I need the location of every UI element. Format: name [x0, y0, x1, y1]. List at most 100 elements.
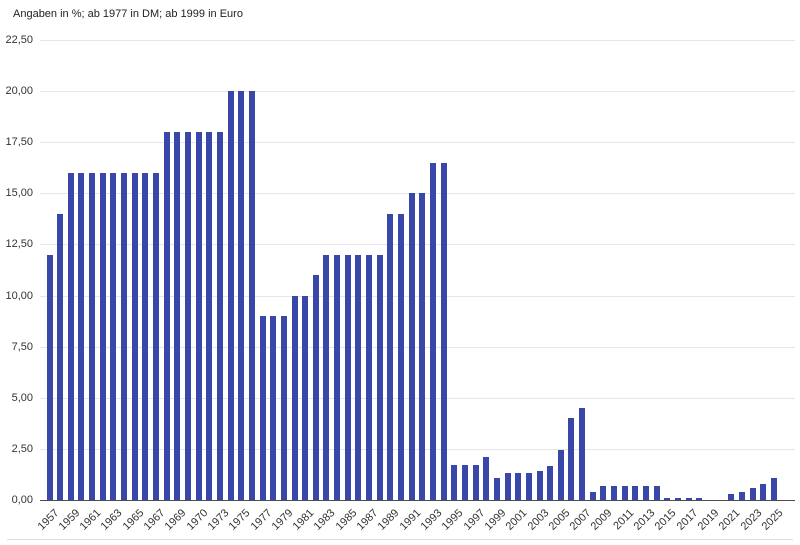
bar-1979	[280, 316, 287, 500]
bar-2016	[675, 498, 682, 500]
x-tick-label: 1995	[439, 507, 466, 533]
x-tick-label: 1957	[35, 507, 61, 533]
bar-2023	[749, 488, 756, 500]
x-tick-label: 1961	[77, 507, 104, 533]
y-tick-label: 12,50	[5, 238, 33, 251]
bar-1963	[110, 173, 117, 500]
bar-1971	[195, 132, 202, 500]
y-tick-label: 5,00	[11, 391, 33, 404]
bar-chart-plot-area	[40, 40, 795, 501]
x-tick-label: 2003	[525, 507, 552, 533]
bar-2007	[579, 408, 586, 500]
bar-1968	[163, 132, 170, 500]
bar-2024	[760, 484, 767, 500]
bar-2011	[621, 486, 628, 500]
x-tick-label: 1991	[397, 507, 424, 533]
bar-1992	[419, 193, 426, 500]
bar-1984	[334, 255, 341, 500]
bar-1986	[355, 255, 362, 500]
x-tick-label: 1979	[269, 507, 296, 533]
gridline	[40, 244, 795, 246]
bar-1991	[408, 193, 415, 500]
bar-2000	[504, 473, 511, 500]
bar-1985	[344, 255, 351, 500]
x-tick-label: 1969	[163, 507, 189, 533]
x-tick-label: 1977	[248, 507, 275, 533]
bar-1960	[78, 173, 85, 500]
y-tick-label: 7,50	[11, 340, 33, 353]
bar-1969	[174, 132, 181, 500]
bar-2009	[600, 486, 607, 500]
footer-divider	[7, 539, 793, 540]
y-tick-label: 22,50	[5, 34, 33, 46]
x-tick-label: 1959	[56, 507, 83, 533]
bar-1994	[440, 163, 447, 500]
x-tick-label: 2007	[567, 507, 594, 533]
bar-2002	[525, 473, 532, 500]
y-tick-label: 0,00	[11, 494, 33, 506]
y-tick-label: 17,50	[5, 136, 33, 149]
bar-2006	[568, 418, 575, 500]
gridline	[40, 193, 795, 195]
bar-1982	[312, 275, 319, 500]
x-axis-baseline	[40, 500, 795, 501]
bar-1981	[302, 296, 309, 500]
bar-1989	[387, 214, 394, 500]
y-tick-label: 15,00	[5, 187, 33, 200]
bar-1978	[270, 316, 277, 500]
bar-2005	[557, 450, 564, 500]
bar-2021	[728, 494, 735, 500]
bar-2001	[515, 473, 522, 500]
x-tick-label: 1985	[333, 507, 360, 533]
x-tick-label: 2009	[589, 507, 615, 533]
gridline	[40, 142, 795, 144]
y-tick-label: 20,00	[5, 85, 33, 98]
bar-1995	[451, 465, 458, 500]
x-tick-label: 2021	[716, 507, 743, 533]
bar-1965	[131, 173, 138, 500]
bar-1997	[472, 465, 479, 500]
x-tick-label: 2025	[759, 507, 786, 533]
bar-1974	[227, 91, 234, 500]
y-tick-label: 2,50	[11, 442, 33, 455]
bar-1959	[67, 173, 74, 500]
bar-2013	[643, 486, 650, 500]
gridline	[40, 40, 795, 41]
bar-1980	[291, 296, 298, 500]
x-tick-label: 2013	[631, 507, 658, 533]
y-tick-label: 10,00	[5, 289, 33, 302]
x-tick-label: 2023	[738, 507, 765, 533]
bar-2010	[611, 486, 618, 500]
x-tick-label: 1963	[99, 507, 125, 533]
gridline	[40, 397, 795, 399]
bar-1967	[153, 173, 160, 500]
gridline	[40, 448, 795, 450]
bar-1975	[238, 91, 245, 500]
bar-1988	[376, 255, 383, 500]
bar-2014	[653, 486, 660, 500]
y-axis-labels: 0,00 2,50 5,00 7,50 10,00 12,50 15,00 17,50 20,0…	[0, 34, 33, 506]
x-tick-label: 1993	[418, 507, 445, 533]
x-tick-label: 1967	[141, 507, 168, 533]
bar-2015	[664, 498, 671, 500]
x-tick-label: 1981	[290, 507, 317, 533]
x-tick-label: 1983	[312, 507, 338, 533]
bar-1964	[121, 173, 128, 500]
bar-2022	[738, 492, 745, 500]
x-tick-label: 2005	[546, 507, 573, 533]
gridline	[40, 295, 795, 297]
bar-2018	[696, 498, 703, 500]
x-tick-label: 1975	[226, 507, 253, 533]
bar-1999	[493, 478, 500, 500]
bar-1976	[248, 91, 255, 500]
x-tick-label: 2017	[674, 507, 701, 533]
bar-1973	[216, 132, 223, 500]
bar-2004	[547, 466, 554, 500]
bar-1983	[323, 255, 330, 500]
bar-2008	[589, 492, 596, 500]
bar-2003	[536, 471, 543, 500]
bar-1962	[99, 173, 106, 500]
bar-1996	[461, 465, 468, 500]
bar-2012	[632, 486, 639, 500]
